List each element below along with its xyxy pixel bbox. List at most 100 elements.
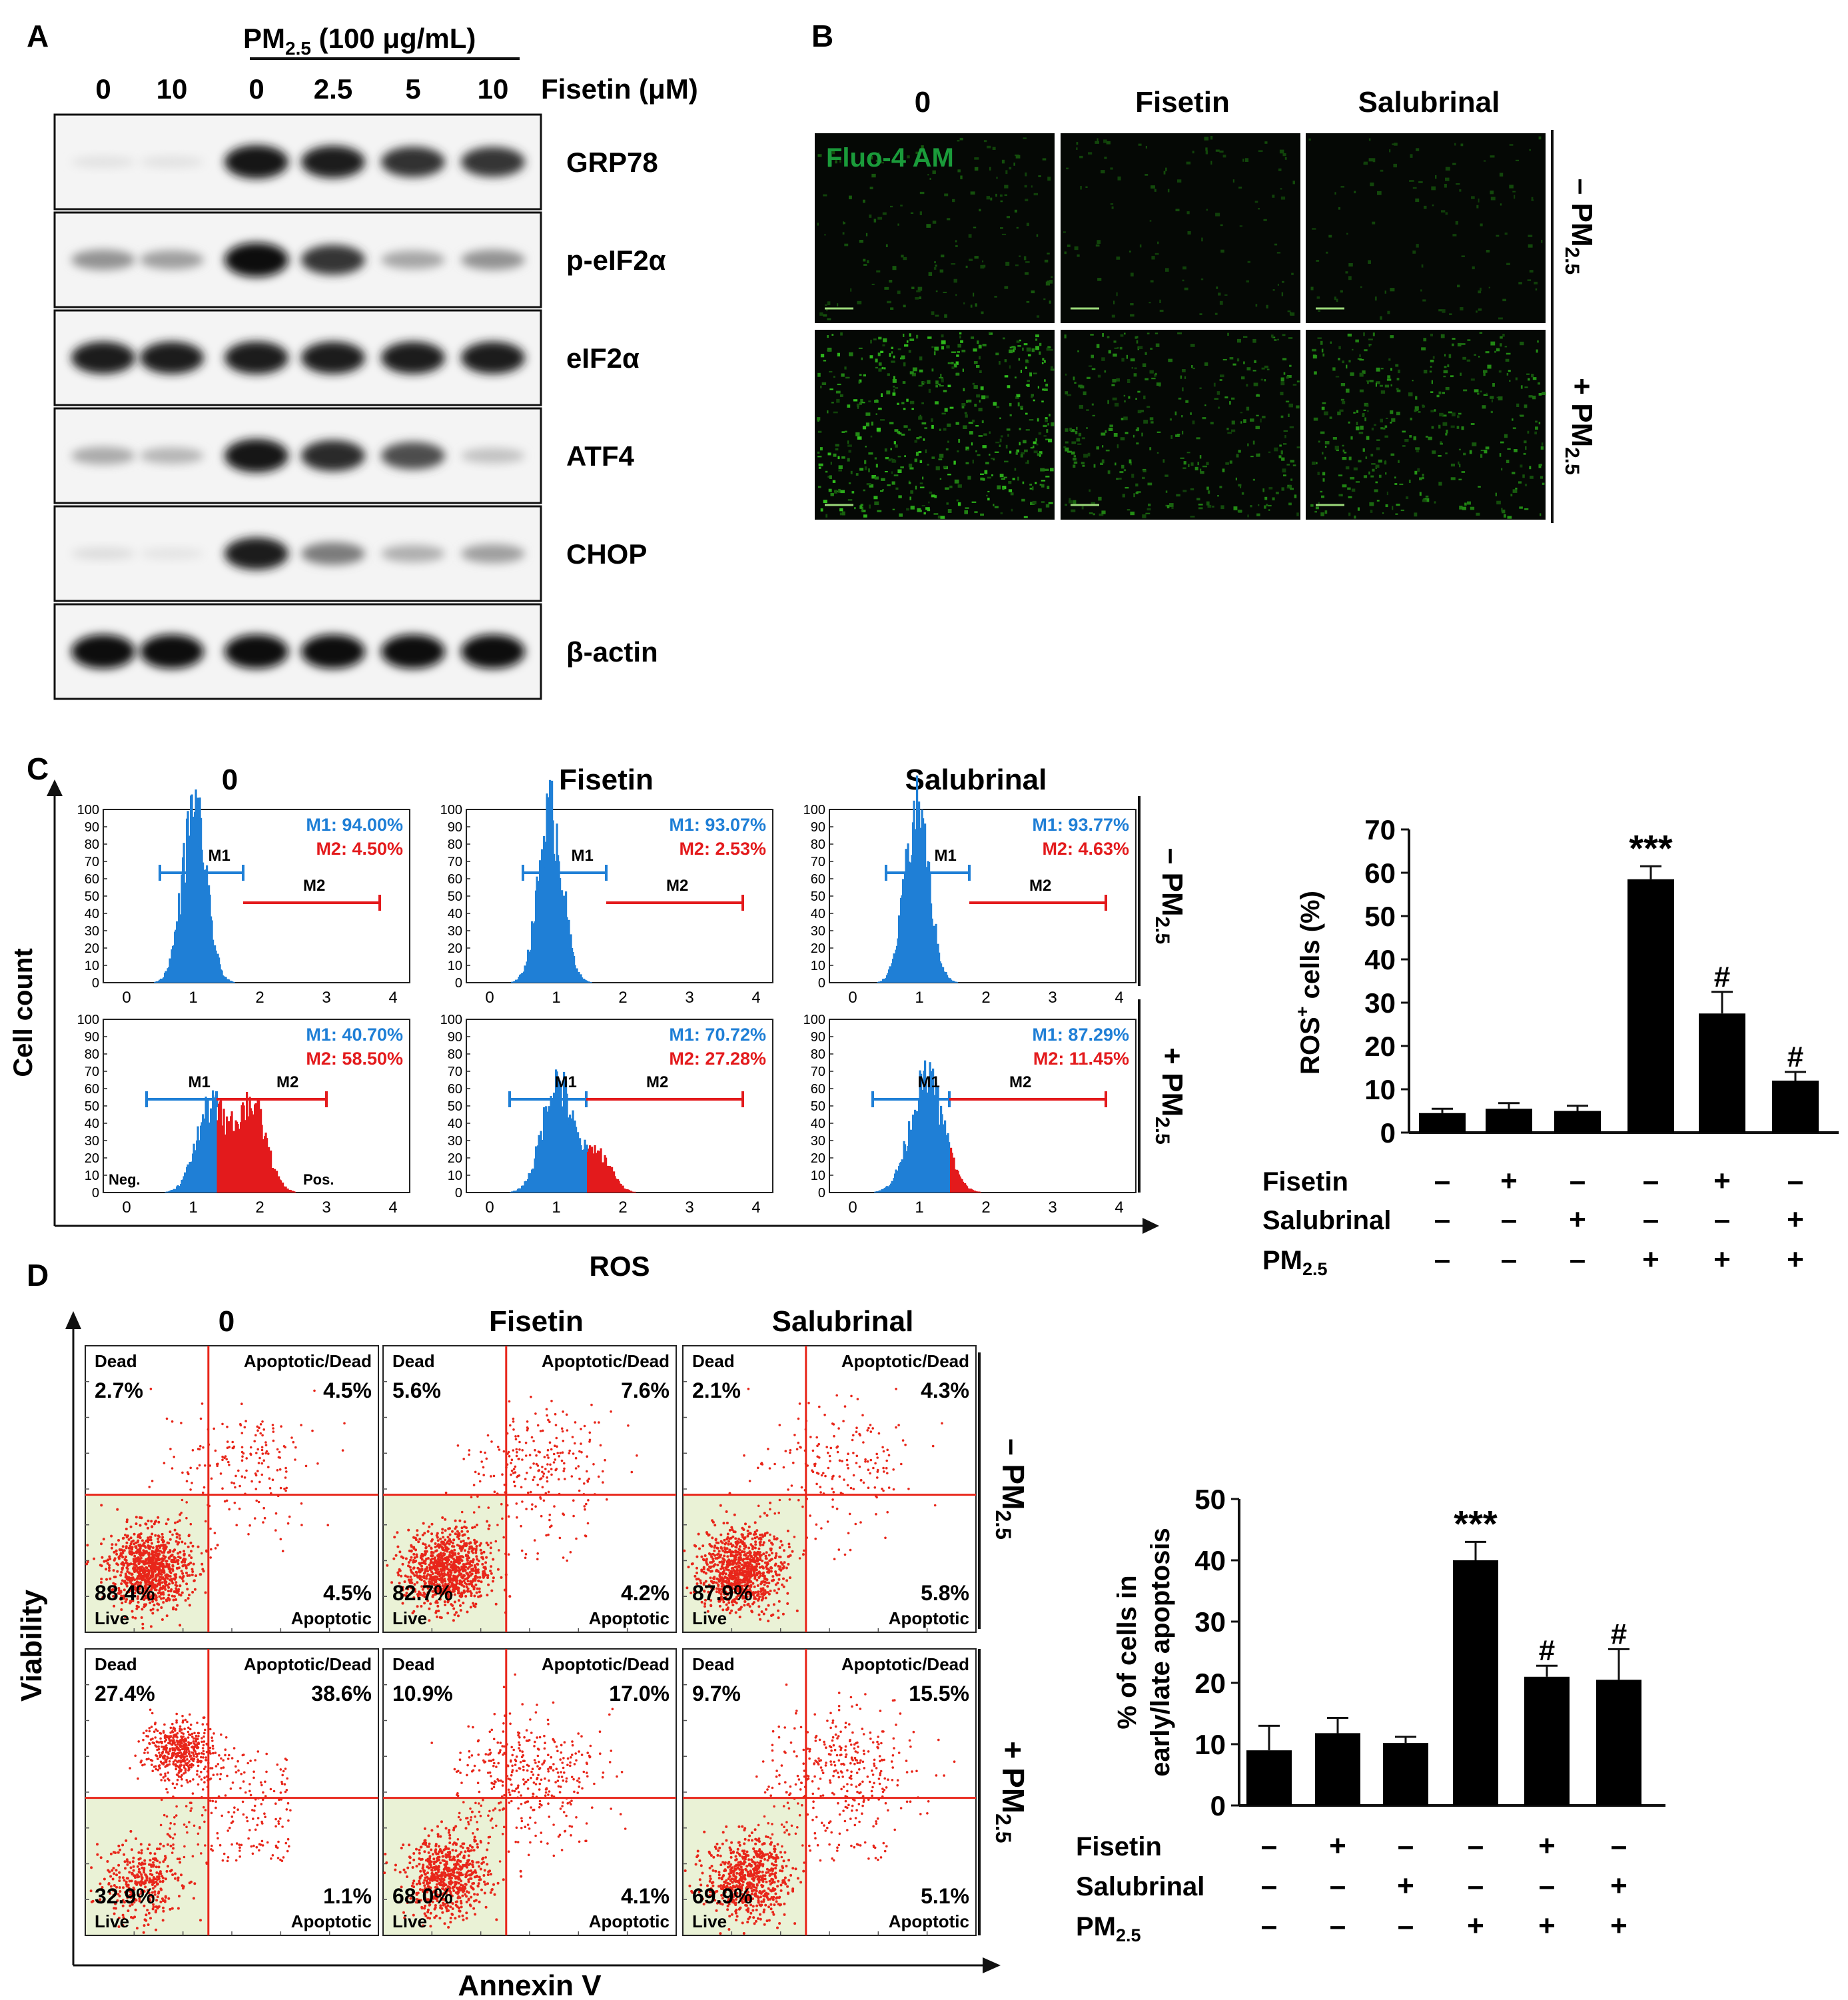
- fluorescence-signal: [864, 466, 867, 470]
- treatment-sign: +: [1787, 1203, 1804, 1236]
- event-dot: [453, 1600, 456, 1604]
- event-dot: [147, 1564, 151, 1568]
- event-dot: [165, 1546, 168, 1548]
- fluorescence-signal: [1490, 155, 1495, 158]
- live-percent: 82.7%: [392, 1581, 453, 1605]
- event-dot: [454, 1564, 456, 1567]
- event-dot: [240, 1459, 244, 1462]
- event-dot: [534, 1505, 537, 1508]
- event-dot: [185, 1582, 189, 1586]
- event-dot: [463, 1525, 466, 1528]
- fluorescence-signal: [967, 476, 971, 480]
- event-dot: [152, 1598, 155, 1601]
- fluorescence-signal: [927, 336, 932, 339]
- fluorescence-signal: [817, 486, 821, 488]
- event-dot: [583, 1424, 586, 1428]
- fluorescence-signal: [1020, 454, 1023, 458]
- event-dot: [250, 1480, 253, 1483]
- event-dot: [185, 1501, 189, 1504]
- event-dot: [446, 1541, 449, 1544]
- fluorescence-signal: [897, 431, 901, 434]
- quadrant-live-label: Live: [392, 1608, 427, 1628]
- event-dot: [143, 1544, 146, 1548]
- event-dot: [416, 1534, 419, 1537]
- m1-percent: M1: 70.72%: [669, 1025, 766, 1045]
- fluorescence-signal: [979, 209, 981, 212]
- fluorescence-signal: [1540, 446, 1544, 450]
- event-dot: [509, 1424, 512, 1427]
- fluorescence-signal: [1190, 462, 1194, 466]
- fluorescence-signal: [1375, 464, 1380, 468]
- event-dot: [479, 1542, 482, 1545]
- fluorescence-signal: [1422, 474, 1424, 476]
- event-dot: [135, 1522, 138, 1526]
- event-dot: [414, 1560, 418, 1562]
- fluorescence-signal: [1254, 201, 1258, 203]
- fluorescence-signal: [943, 390, 947, 392]
- event-dot: [177, 1588, 181, 1591]
- fluorescence-signal: [975, 303, 977, 307]
- fluorescence-signal: [1025, 261, 1030, 263]
- gate-m1-label: M1: [572, 847, 594, 865]
- fluorescence-signal: [1458, 412, 1462, 415]
- fluorescence-signal: [1395, 364, 1399, 367]
- fluorescence-signal: [1036, 443, 1039, 446]
- event-dot: [416, 1566, 420, 1570]
- event-dot: [454, 1575, 457, 1578]
- fluorescence-signal: [1290, 312, 1295, 316]
- fluorescence-signal: [1009, 365, 1011, 369]
- fluorescence-signal: [817, 451, 820, 454]
- event-dot: [116, 1570, 119, 1573]
- fluorescence-signal: [927, 174, 929, 176]
- event-dot: [216, 1544, 219, 1547]
- fluorescence-signal: [915, 486, 917, 490]
- event-dot: [137, 1601, 140, 1604]
- fluorescence-signal: [1086, 427, 1088, 429]
- fluorescence-signal: [1019, 428, 1021, 430]
- fluorescence-signal: [1042, 358, 1045, 361]
- c-column-label: Salubrinal: [905, 763, 1047, 796]
- fluorescence-signal: [1045, 476, 1050, 478]
- fluorescence-signal: [903, 256, 907, 260]
- event-dot: [181, 1498, 184, 1502]
- fluorescence-signal: [1476, 512, 1480, 516]
- fluorescence-signal: [911, 408, 914, 410]
- blot-band: [301, 145, 365, 179]
- fluorescence-signal: [957, 502, 961, 506]
- fluorescence-signal: [1472, 266, 1475, 270]
- event-dot: [163, 1570, 166, 1573]
- event-dot: [213, 1532, 217, 1534]
- fluorescence-signal: [1536, 349, 1538, 353]
- fluorescence-signal: [1355, 481, 1360, 483]
- event-dot: [254, 1488, 258, 1490]
- fluorescence-signal: [1162, 459, 1165, 463]
- event-dot: [548, 1526, 552, 1528]
- fluorescence-signal: [1372, 158, 1376, 163]
- event-dot: [243, 1426, 246, 1429]
- m2-percent: M2: 2.53%: [679, 839, 766, 859]
- fluorescence-signal: [1235, 477, 1237, 481]
- fluorescence-signal: [844, 366, 847, 370]
- event-dot: [160, 1573, 163, 1576]
- fluorescence-signal: [1409, 180, 1412, 182]
- fluorescence-signal: [1233, 506, 1238, 510]
- fluorescence-signal: [857, 436, 862, 440]
- event-dot: [203, 1486, 206, 1489]
- fluorescence-signal: [1368, 471, 1370, 475]
- fluorescence-signal: [1129, 250, 1131, 252]
- event-dot: [240, 1432, 244, 1434]
- event-dot: [152, 1556, 155, 1560]
- fluorescence-signal: [863, 514, 867, 518]
- event-dot: [421, 1588, 424, 1591]
- event-dot: [478, 1590, 481, 1594]
- fluorescence-signal: [967, 449, 969, 451]
- fluorescence-signal: [974, 404, 977, 407]
- event-dot: [164, 1544, 167, 1547]
- fluorescence-signal: [1292, 181, 1295, 185]
- d-column-label: 0: [219, 1305, 234, 1338]
- c-row-label: + PM2.5: [1151, 1047, 1188, 1145]
- event-dot: [149, 1598, 153, 1600]
- fluorescence-signal: [882, 212, 887, 215]
- event-dot: [518, 1440, 521, 1444]
- event-dot: [541, 1486, 544, 1489]
